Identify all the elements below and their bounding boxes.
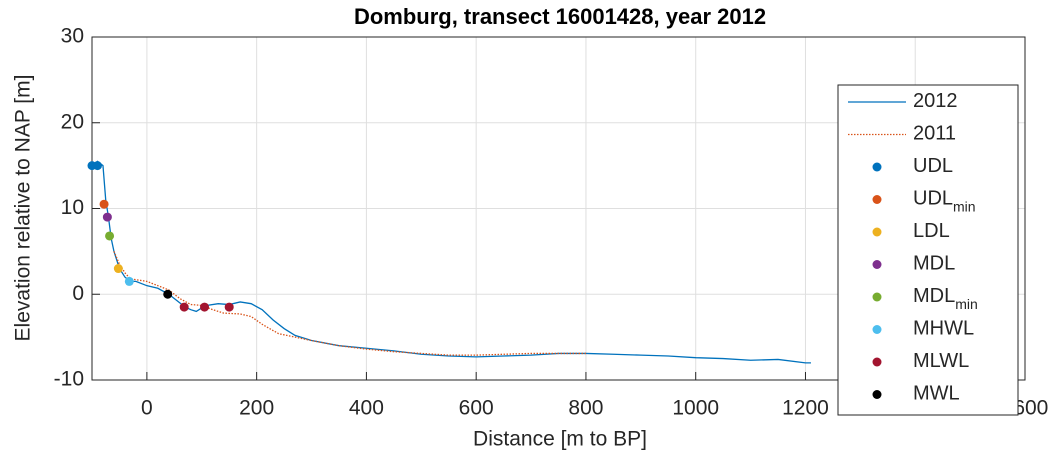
point-marker <box>179 302 189 312</box>
legend-label: MDL <box>913 253 955 275</box>
x-tick-label: 400 <box>349 397 384 420</box>
legend-marker <box>872 162 882 172</box>
series-line <box>91 160 811 364</box>
x-tick-label: 600 <box>459 397 494 420</box>
point-marker <box>105 231 115 241</box>
legend-label: LDL <box>913 220 950 242</box>
legend-label: MLWL <box>913 350 969 372</box>
y-tick-label: 10 <box>61 196 84 219</box>
legend-marker <box>872 325 882 334</box>
x-tick-label: 1200 <box>782 397 829 420</box>
legend-label: UDLmin <box>913 188 976 214</box>
x-tick-label: 0 <box>141 397 153 420</box>
legend-text: MDL <box>913 285 955 307</box>
point-marker <box>124 276 134 286</box>
point-marker <box>113 264 123 274</box>
legend-marker <box>872 292 882 302</box>
y-tick-label: 30 <box>61 25 84 48</box>
point-marker <box>224 302 234 312</box>
point-marker <box>99 199 109 209</box>
legend-label: 2011 <box>913 123 956 145</box>
legend-subscript: min <box>955 296 978 312</box>
legend-text: UDL <box>913 188 953 210</box>
legend-text: UDL <box>913 155 953 177</box>
legend-text: MHWL <box>913 318 974 340</box>
point-marker <box>163 289 173 299</box>
y-tick-label: 20 <box>61 110 84 133</box>
legend-subscript: min <box>953 198 976 214</box>
plot-frame <box>91 36 1026 381</box>
legend-marker <box>872 260 882 269</box>
x-tick-label: 1000 <box>672 397 719 420</box>
x-tick-label: 800 <box>568 397 603 420</box>
legend-box <box>837 84 1019 416</box>
legend-marker <box>872 390 882 399</box>
chart-title: Domburg, transect 16001428, year 2012 <box>354 4 766 29</box>
legend-label: MWL <box>913 383 960 405</box>
legend-marker <box>872 227 882 237</box>
legend-text: LDL <box>913 220 950 242</box>
legend-text: MDL <box>913 253 955 275</box>
legend-text: MLWL <box>913 350 969 372</box>
x-tick-label: 200 <box>239 397 274 420</box>
legend-marker <box>872 357 882 367</box>
y-axis-label: Elevation relative to NAP [m] <box>12 75 35 342</box>
point-marker <box>102 212 112 222</box>
legend-label: MHWL <box>913 318 974 340</box>
y-tick-label: -10 <box>54 368 84 391</box>
x-axis-label: Distance [m to BP] <box>473 428 647 451</box>
y-tick-label: 0 <box>72 282 84 305</box>
legend-marker <box>872 195 882 204</box>
legend-text: MWL <box>913 383 960 405</box>
legend-label: 2012 <box>913 90 958 112</box>
legend-label: UDL <box>913 155 953 177</box>
point-marker <box>92 161 102 171</box>
point-marker <box>200 302 210 312</box>
legend-label: MDLmin <box>913 285 978 311</box>
legend-text: 2012 <box>913 90 958 112</box>
legend-text: 2011 <box>913 123 956 145</box>
